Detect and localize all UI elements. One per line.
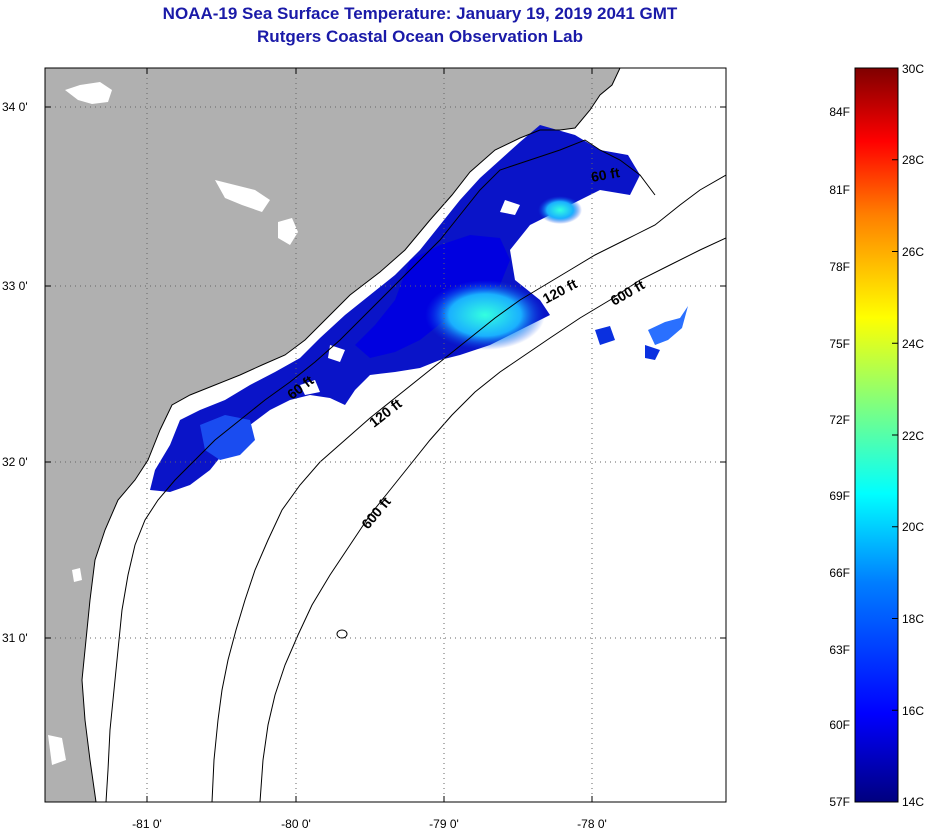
map-title: NOAA-19 Sea Surface Temperature: January… [162, 4, 678, 23]
sst-data-region [355, 235, 510, 358]
map-frame [44, 67, 727, 803]
contour-label-60ft-north: 60 ft [590, 164, 621, 185]
sst-data-region [200, 415, 255, 460]
colorbar-c-label: 28C [902, 153, 924, 167]
no-data-hole [500, 200, 520, 215]
colorbar-c-label: 16C [902, 704, 924, 718]
sst-offshore-patch [648, 306, 688, 345]
colorbar-c-label: 26C [902, 245, 924, 259]
colorbar-f-label: 66F [829, 566, 850, 580]
isobath-60ft [105, 139, 656, 802]
sst-offshore-patch [645, 345, 660, 360]
lat-tick-label: 31 0' [2, 631, 28, 645]
lake [278, 218, 298, 245]
no-data-hole [328, 345, 345, 362]
colorbar [854, 67, 899, 803]
colorbar-fahrenheit-labels: 84F 81F 78F 75F 72F 69F 66F 63F 60F 57F [829, 105, 850, 809]
lat-tick-label: 34 0' [2, 100, 28, 114]
colorbar-f-label: 81F [829, 183, 850, 197]
lake [72, 568, 82, 582]
map-subtitle: Rutgers Coastal Ocean Observation Lab [257, 27, 583, 46]
colorbar-celsius-labels: 30C 28C 26C 24C 22C 20C 18C 16C 14C [902, 62, 924, 809]
lake [48, 735, 66, 765]
land-mass [45, 68, 620, 802]
colorbar-c-label: 24C [902, 337, 924, 351]
colorbar-c-label: 22C [902, 429, 924, 443]
coastline [81, 68, 621, 802]
colorbar-f-label: 60F [829, 718, 850, 732]
colorbar-c-label: 14C [902, 795, 924, 809]
colorbar-f-label: 72F [829, 413, 850, 427]
lon-tick-label: -81 0' [132, 817, 162, 831]
colorbar-f-label: 78F [829, 260, 850, 274]
sst-warm-patch [425, 280, 545, 350]
isobath-600ft [259, 237, 726, 802]
lon-tick-label: -78 0' [577, 817, 607, 831]
colorbar-c-label: 18C [902, 612, 924, 626]
no-data-hole [300, 380, 320, 395]
lat-tick-label: 32 0' [2, 455, 28, 469]
isobath-120ft [211, 174, 726, 802]
colorbar-c-label: 20C [902, 520, 924, 534]
colorbar-f-label: 57F [829, 795, 850, 809]
lat-tick-label: 33 0' [2, 279, 28, 293]
colorbar-f-label: 69F [829, 489, 850, 503]
frame-ticks [45, 68, 726, 802]
colorbar-f-label: 75F [829, 337, 850, 351]
colorbar-ticks [892, 67, 898, 803]
colorbar-c-label: 30C [902, 62, 924, 76]
seamount-contour [336, 629, 348, 639]
lon-tick-label: -79 0' [429, 817, 459, 831]
sst-offshore-patch [595, 326, 615, 345]
sst-warm-patch [538, 196, 582, 224]
colorbar-f-label: 84F [829, 105, 850, 119]
lake [65, 82, 112, 104]
colorbar-f-label: 63F [829, 643, 850, 657]
lake [215, 180, 270, 212]
lon-tick-label: -80 0' [281, 817, 311, 831]
lat-lon-grid [45, 68, 726, 802]
